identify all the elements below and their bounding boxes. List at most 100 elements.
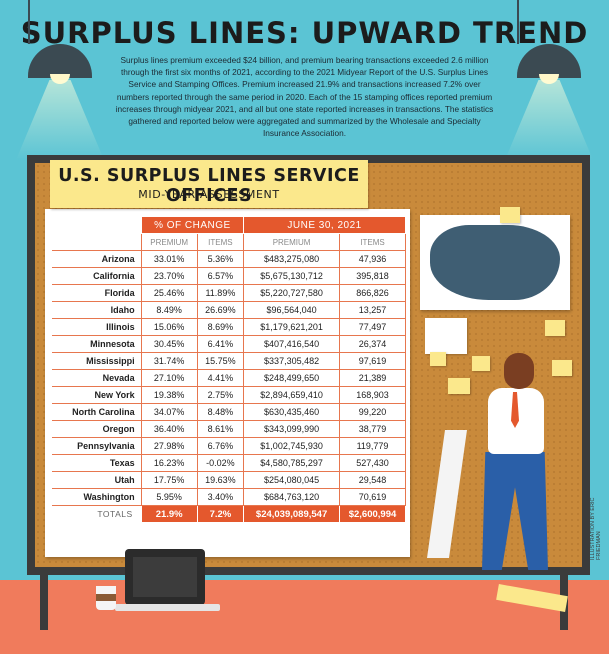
row-pct-items: 6.41% bbox=[196, 335, 245, 353]
row-state: Mississippi bbox=[52, 352, 142, 370]
row-state: Florida bbox=[52, 284, 142, 302]
illustration-credit: ILLUSTRATION BY ERIC FRIEDMAN bbox=[590, 497, 602, 560]
table-row: Nevada 27.10% 4.41% $248,499,650 21,389 bbox=[52, 369, 406, 387]
row-items: 47,936 bbox=[339, 250, 406, 268]
col-items: ITEMS bbox=[339, 233, 406, 251]
row-items: 38,779 bbox=[339, 420, 406, 438]
laptop-icon bbox=[125, 549, 205, 605]
row-premium: $483,275,080 bbox=[243, 250, 340, 268]
row-items: 395,818 bbox=[339, 267, 406, 285]
table-row: Utah 17.75% 19.63% $254,080,045 29,548 bbox=[52, 471, 406, 489]
row-pct-items: 8.48% bbox=[196, 403, 245, 421]
row-pct-premium: 27.10% bbox=[140, 369, 198, 387]
header-pct-change: % OF CHANGE bbox=[140, 216, 245, 234]
row-items: 97,619 bbox=[339, 352, 406, 370]
row-items: 168,903 bbox=[339, 386, 406, 404]
row-pct-premium: 36.40% bbox=[140, 420, 198, 438]
table-row: North Carolina 34.07% 8.48% $630,435,460 99,… bbox=[52, 403, 406, 421]
row-pct-items: 2.75% bbox=[196, 386, 245, 404]
row-pct-items: 6.76% bbox=[196, 437, 245, 455]
board-header: U.S. SURPLUS LINES SERVICE OFFICES MID-Y… bbox=[50, 160, 368, 208]
person-head-icon bbox=[504, 353, 534, 389]
header-june-30: JUNE 30, 2021 bbox=[243, 216, 406, 234]
us-map-icon bbox=[430, 225, 560, 300]
row-pct-premium: 27.98% bbox=[140, 437, 198, 455]
surplus-lines-table: % OF CHANGE JUNE 30, 2021 PREMIUM ITEMS … bbox=[52, 216, 406, 523]
row-state: Nevada bbox=[52, 369, 142, 387]
row-premium: $4,580,785,297 bbox=[243, 454, 340, 472]
row-state: California bbox=[52, 267, 142, 285]
row-pct-items: 8.69% bbox=[196, 318, 245, 336]
row-premium: $1,179,621,201 bbox=[243, 318, 340, 336]
row-premium: $337,305,482 bbox=[243, 352, 340, 370]
row-premium: $684,763,120 bbox=[243, 488, 340, 506]
page-title: SURPLUS LINES: UPWARD TREND bbox=[20, 16, 589, 50]
row-items: 866,826 bbox=[339, 284, 406, 302]
row-premium: $2,894,659,410 bbox=[243, 386, 340, 404]
coffee-cup-band bbox=[96, 594, 116, 601]
row-premium: $1,002,745,930 bbox=[243, 437, 340, 455]
row-pct-premium: 17.75% bbox=[140, 471, 198, 489]
row-premium: $343,099,990 bbox=[243, 420, 340, 438]
row-state: Minnesota bbox=[52, 335, 142, 353]
board-subtitle: MID-YEAR ASSESSMENT bbox=[138, 188, 280, 201]
row-state: Utah bbox=[52, 471, 142, 489]
row-items: 99,220 bbox=[339, 403, 406, 421]
col-pct-items: ITEMS bbox=[196, 233, 245, 251]
row-pct-premium: 30.45% bbox=[140, 335, 198, 353]
row-pct-items: 3.40% bbox=[196, 488, 245, 506]
row-pct-items: 19.63% bbox=[196, 471, 245, 489]
row-state: North Carolina bbox=[52, 403, 142, 421]
row-items: 70,619 bbox=[339, 488, 406, 506]
totals-items: $2,600,994 bbox=[339, 505, 406, 523]
row-items: 119,779 bbox=[339, 437, 406, 455]
col-pct-premium: PREMIUM bbox=[140, 233, 198, 251]
intro-paragraph: Surplus lines premium exceeded $24 billi… bbox=[115, 55, 494, 139]
row-pct-items: 11.89% bbox=[196, 284, 245, 302]
row-state: New York bbox=[52, 386, 142, 404]
row-state: Washington bbox=[52, 488, 142, 506]
row-premium: $630,435,460 bbox=[243, 403, 340, 421]
laptop-base bbox=[115, 604, 220, 611]
row-pct-premium: 8.49% bbox=[140, 301, 198, 319]
table-row: Washington 5.95% 3.40% $684,763,120 70,619 bbox=[52, 488, 406, 506]
row-items: 29,548 bbox=[339, 471, 406, 489]
totals-pct-items: 7.2% bbox=[196, 505, 245, 523]
table-row: Illinois 15.06% 8.69% $1,179,621,201 77,497 bbox=[52, 318, 406, 336]
row-items: 21,389 bbox=[339, 369, 406, 387]
table-row: Idaho 8.49% 26.69% $96,564,040 13,257 bbox=[52, 301, 406, 319]
row-items: 77,497 bbox=[339, 318, 406, 336]
row-pct-items: 5.36% bbox=[196, 250, 245, 268]
row-state: Arizona bbox=[52, 250, 142, 268]
col-premium: PREMIUM bbox=[243, 233, 340, 251]
table-row: Pennsylvania 27.98% 6.76% $1,002,745,930 119… bbox=[52, 437, 406, 455]
row-pct-premium: 23.70% bbox=[140, 267, 198, 285]
row-pct-premium: 25.46% bbox=[140, 284, 198, 302]
tie-icon bbox=[511, 392, 519, 428]
row-state: Illinois bbox=[52, 318, 142, 336]
row-pct-premium: 34.07% bbox=[140, 403, 198, 421]
board-title: U.S. SURPLUS LINES SERVICE OFFICES bbox=[58, 166, 360, 206]
totals-pct-premium: 21.9% bbox=[140, 505, 198, 523]
row-pct-items: 6.57% bbox=[196, 267, 245, 285]
chart-note-icon bbox=[425, 318, 467, 354]
sticky-note bbox=[500, 207, 520, 223]
row-pct-premium: 19.38% bbox=[140, 386, 198, 404]
row-premium: $254,080,045 bbox=[243, 471, 340, 489]
sticky-note bbox=[430, 352, 446, 366]
board-leg-left bbox=[40, 575, 48, 630]
row-premium: $5,220,727,580 bbox=[243, 284, 340, 302]
row-state: Pennsylvania bbox=[52, 437, 142, 455]
row-pct-items: -0.02% bbox=[196, 454, 245, 472]
table-row: California 23.70% 6.57% $5,675,130,712 395,8… bbox=[52, 267, 406, 285]
row-pct-items: 4.41% bbox=[196, 369, 245, 387]
row-items: 26,374 bbox=[339, 335, 406, 353]
sticky-note bbox=[472, 356, 490, 371]
row-state: Idaho bbox=[52, 301, 142, 319]
table-row: Minnesota 30.45% 6.41% $407,416,540 26,374 bbox=[52, 335, 406, 353]
totals-label: TOTALS bbox=[52, 505, 142, 523]
row-pct-items: 26.69% bbox=[196, 301, 245, 319]
table-row: Texas 16.23% -0.02% $4,580,785,297 527,430 bbox=[52, 454, 406, 472]
row-items: 13,257 bbox=[339, 301, 406, 319]
row-pct-premium: 5.95% bbox=[140, 488, 198, 506]
